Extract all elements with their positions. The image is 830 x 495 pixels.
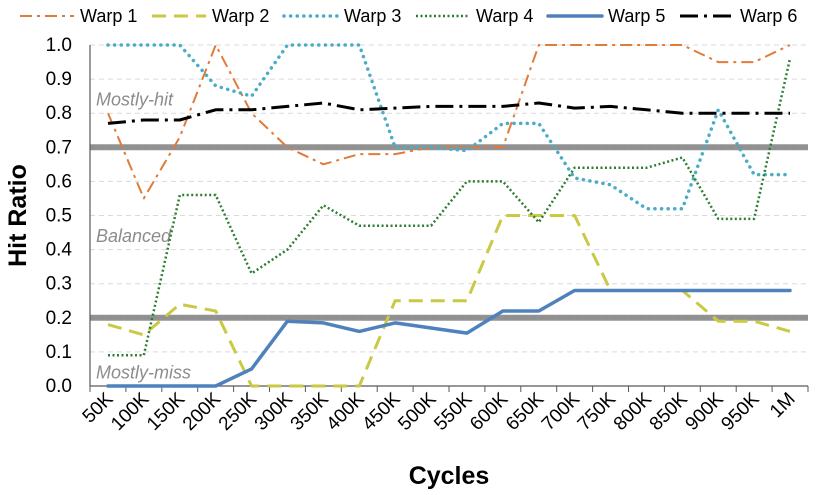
x-tick-label: 450K [358,388,404,434]
x-tick-label: 550K [430,388,476,434]
x-tick-label: 900K [682,388,728,434]
y-tick-label: 0.3 [46,274,72,295]
x-tick-label: 350K [287,388,333,434]
y-tick-label: 0.9 [46,69,72,90]
legend-label: Warp 5 [608,6,665,26]
series-line-warp-2 [107,214,791,388]
x-tick-label: 750K [574,388,620,434]
legend-item-warp-6: Warp 6 [680,6,797,26]
series-line-warp-5 [106,288,792,388]
legend-item-warp-2: Warp 2 [152,6,269,26]
zone-label: Mostly-hit [96,90,174,110]
legend-label: Warp 1 [80,6,137,26]
y-tick-label: 0.7 [46,137,72,158]
y-tick-label: 0.2 [46,308,72,329]
x-tick-label: 800K [610,388,656,434]
x-tick-label: 400K [323,388,369,434]
y-tick-label: 0.8 [46,103,72,124]
x-tick-label: 300K [251,388,297,434]
legend-item-warp-3: Warp 3 [282,6,401,26]
y-tick-label: 0.6 [46,171,72,192]
x-tick-label: 600K [466,388,512,434]
x-tick-label: 200K [179,388,225,434]
x-tick-label: 100K [107,388,153,434]
y-tick-label: 0.0 [46,376,72,397]
y-tick-label: 0.1 [46,342,72,363]
x-tick-label: 650K [502,388,548,434]
y-tick-label: 0.5 [46,206,72,227]
series-lines [106,43,792,388]
legend-item-warp-4: Warp 4 [416,6,533,26]
legend-label: Warp 2 [212,6,269,26]
x-tick-label: 950K [717,388,763,434]
zone-label: Balanced [96,226,172,246]
legend-label: Warp 3 [344,6,401,26]
y-tick-label: 0.4 [46,240,73,261]
series-line-warp-6 [107,101,790,125]
x-tick-label: 500K [394,388,440,434]
legend: Warp 1 Warp 2 Warp 3 Warp 4 Warp 5 Warp 6 [20,6,797,26]
legend-item-warp-5: Warp 5 [546,6,665,26]
series-line-warp-4 [108,58,792,357]
y-axis-title: Hit Ratio [4,164,32,267]
x-tick-label: 700K [538,388,584,434]
series-line-warp-3 [106,43,792,211]
x-axis-title: Cycles [409,462,490,490]
legend-label: Warp 4 [476,6,533,26]
legend-item-warp-1: Warp 1 [20,6,137,26]
zone-labels: Mostly-hit Balanced Mostly-miss [96,90,191,383]
y-tick-label: 1.0 [46,35,72,56]
legend-label: Warp 6 [740,6,797,26]
x-tick-label: 250K [215,388,261,434]
x-tick-label: 850K [646,388,692,434]
zone-label: Mostly-miss [96,362,191,382]
series-line-warp-1 [107,44,791,200]
x-tick-label: 1M [766,389,800,423]
x-tick-label: 150K [143,388,189,434]
